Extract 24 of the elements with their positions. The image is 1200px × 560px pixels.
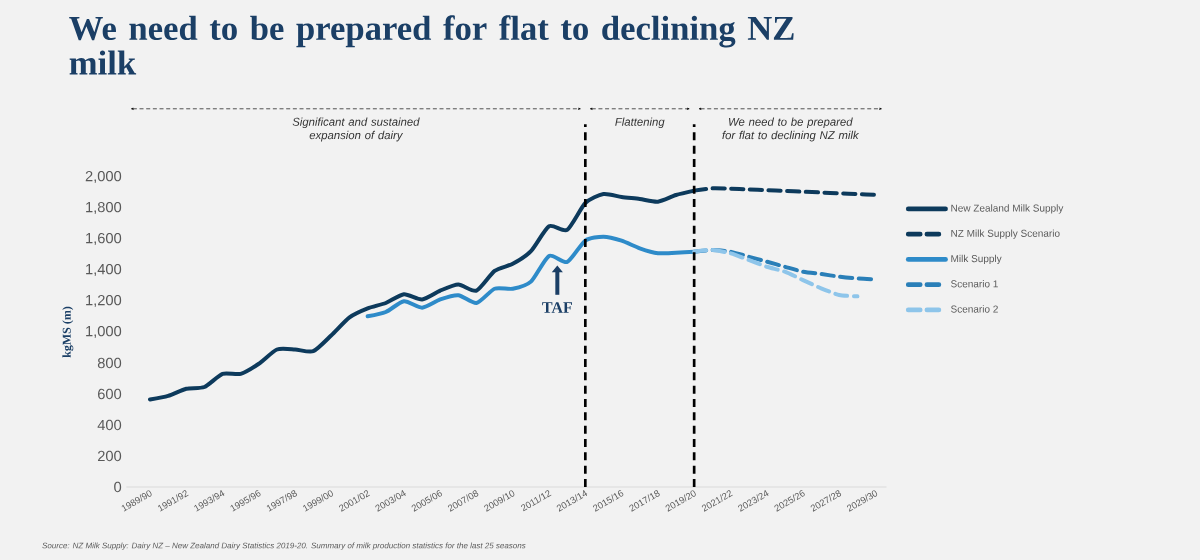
y-tick-label: 2,000	[85, 170, 122, 184]
annotation: TAF	[542, 302, 572, 313]
legend-label: Scenario 1	[951, 280, 998, 288]
legend-label: New Zealand Milk Supply	[951, 204, 1064, 214]
source-note: Source: NZ Milk Supply: Dairy NZ – New Zealand Dairy Statistics 2019-20. Summary of milk production statistics for the last 25 seasons	[42, 542, 526, 550]
y-axis-title: kgMS (m)	[62, 306, 74, 358]
text: Flattening	[615, 117, 665, 129]
y-tick-label: 1,000	[86, 325, 122, 339]
chart-title: We need to be prepared for flat to declining NZ milk	[69, 15, 794, 75]
text: We need to be prepared for flat to declining NZ milk	[722, 117, 860, 142]
y-tick-label: 1,400	[86, 263, 122, 277]
y-tick-label: 800	[97, 357, 122, 369]
y-tick-label: 400	[97, 419, 122, 431]
y-tick-label: 200	[97, 450, 122, 462]
y-tick-label: 1,600	[86, 232, 122, 246]
text: Significant and sustained expansion of dairy	[292, 117, 420, 142]
y-tick-label: 600	[98, 388, 122, 400]
line-series	[692, 247, 860, 299]
legend-label: NZ Milk Supply Scenario	[951, 229, 1060, 239]
legend-label: Scenario 2	[951, 305, 998, 313]
legend-label: Milk Supply	[951, 254, 1002, 265]
y-tick-label: 1,200	[86, 294, 122, 308]
y-tick-label: 1,800	[86, 201, 122, 215]
y-tick-label: 0	[114, 481, 122, 493]
